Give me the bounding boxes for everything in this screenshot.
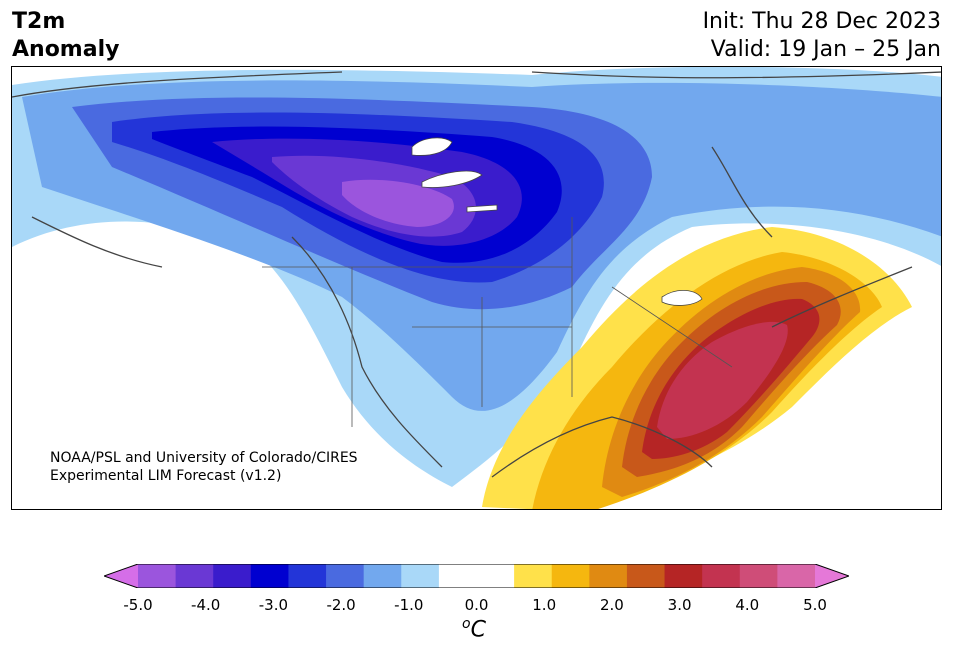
colorbar-extend-low — [104, 564, 138, 588]
colorbar-cell — [664, 564, 703, 588]
colorbar-extend-high — [815, 564, 849, 588]
colorbar-tick-label: -5.0 — [123, 596, 153, 614]
colorbar-ticks: -5.0 -4.0 -3.0 -2.0 -1.0 0.0 1.0 2.0 3.0 4.0 5.0 — [0, 596, 953, 616]
borders — [262, 217, 733, 427]
unit-degree: o — [462, 616, 471, 632]
colorbar-tick-label: 3.0 — [667, 596, 692, 614]
map-canvas — [12, 67, 941, 509]
colorbar-tick-label: 1.0 — [532, 596, 557, 614]
unit-label: oC — [462, 616, 486, 642]
credit-line-1: NOAA/PSL and University of Colorado/CIRE… — [50, 450, 358, 466]
colorbar-tick-label: 4.0 — [735, 596, 760, 614]
colorbar — [104, 564, 849, 588]
colorbar-cell — [777, 564, 816, 588]
cold-band-7 — [342, 179, 454, 227]
colorbar-cell — [288, 564, 327, 588]
colorbar-cell — [175, 564, 214, 588]
colorbar-tick-label: 5.0 — [803, 596, 827, 614]
great-lakes — [411, 137, 703, 306]
title-type: Anomaly — [12, 37, 120, 62]
colorbar-tick-label: 0.0 — [464, 596, 489, 614]
anomaly-map: NOAA/PSL and University of Colorado/CIRE… — [11, 66, 942, 510]
colorbar-tick-label: -2.0 — [326, 596, 356, 614]
colorbar-cell — [401, 564, 440, 588]
colorbar-cell — [514, 564, 553, 588]
colorbar-cell — [213, 564, 252, 588]
colorbar-cell — [589, 564, 628, 588]
unit-letter: C — [470, 617, 486, 643]
colorbar-cell — [551, 564, 590, 588]
colorbar-cell — [739, 564, 778, 588]
colorbar-tick-label: -1.0 — [394, 596, 424, 614]
colorbar-cell — [363, 564, 402, 588]
colorbar-cell — [702, 564, 741, 588]
valid-range: Valid: 19 Jan – 25 Jan — [710, 37, 941, 62]
map-title: T2m Anomaly — [12, 8, 119, 64]
colorbar-cell — [138, 564, 177, 588]
credit-text: NOAA/PSL and University of Colorado/CIRE… — [50, 449, 358, 485]
colorbar-tick-label: -3.0 — [258, 596, 289, 614]
colorbar-tick-label: -4.0 — [191, 596, 221, 614]
colorbar-cell — [476, 564, 515, 588]
colorbar-cell — [326, 564, 365, 588]
colorbar-cell — [626, 564, 666, 588]
coastline — [12, 71, 941, 478]
colorbar-tick-label: 2.0 — [599, 596, 624, 614]
title-variable: T2m — [12, 9, 66, 34]
forecast-dates: Init: Thu 28 Dec 2023 Valid: 19 Jan – 25… — [703, 8, 941, 64]
colorbar-cell — [438, 564, 477, 588]
colorbar-cell — [250, 564, 289, 588]
init-date: Init: Thu 28 Dec 2023 — [702, 9, 941, 34]
credit-line-2: Experimental LIM Forecast (v1.2) — [50, 468, 282, 484]
warm-band-6 — [657, 321, 788, 439]
